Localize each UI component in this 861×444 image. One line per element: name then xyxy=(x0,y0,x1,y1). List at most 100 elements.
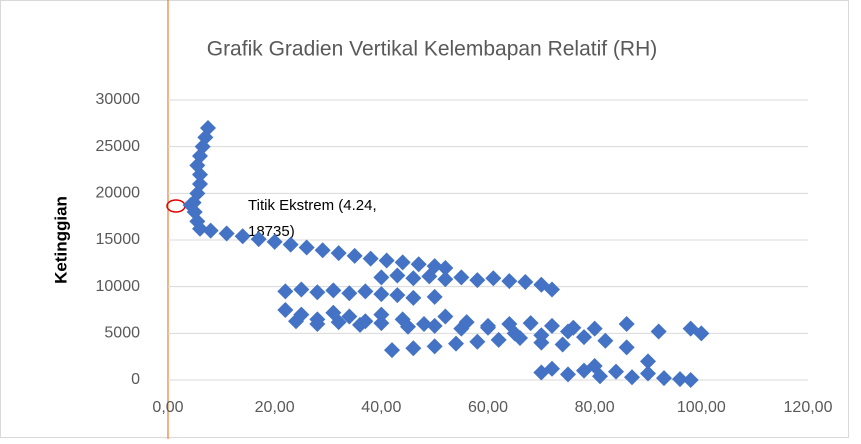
point xyxy=(373,315,390,332)
point xyxy=(624,369,640,386)
y-tick-label: 0 xyxy=(131,371,140,388)
point xyxy=(373,269,390,286)
point xyxy=(640,353,656,370)
point xyxy=(501,273,518,290)
y-tick-label: 5000 xyxy=(104,325,140,342)
point xyxy=(618,316,635,332)
point xyxy=(469,272,486,289)
chart-title: Grafik Gradien Vertikal Kelembapan Relat… xyxy=(207,38,658,61)
point xyxy=(544,281,560,298)
point xyxy=(405,340,422,357)
point xyxy=(192,166,208,183)
point xyxy=(693,325,710,342)
point xyxy=(266,233,283,250)
point xyxy=(410,256,427,273)
y-axis-label: Ketinggian xyxy=(51,196,70,284)
point xyxy=(218,225,235,242)
point xyxy=(560,366,576,383)
point xyxy=(314,242,331,259)
point xyxy=(250,231,267,248)
point xyxy=(309,316,326,332)
point xyxy=(618,339,635,356)
point xyxy=(490,331,507,348)
point xyxy=(448,335,464,352)
y-tick-label: 25000 xyxy=(96,138,141,155)
point xyxy=(437,271,454,288)
chart-border xyxy=(0,0,849,438)
point xyxy=(357,283,374,300)
point xyxy=(453,269,470,286)
point xyxy=(544,317,560,334)
point xyxy=(453,320,470,337)
point xyxy=(426,288,443,305)
point xyxy=(586,358,603,374)
point xyxy=(202,222,219,239)
point xyxy=(426,338,443,355)
point xyxy=(656,370,672,387)
point xyxy=(650,323,667,340)
point xyxy=(437,260,454,276)
point xyxy=(426,317,443,334)
point xyxy=(378,252,395,269)
point xyxy=(373,306,390,323)
point xyxy=(544,360,560,377)
point xyxy=(352,316,368,333)
point xyxy=(330,245,347,262)
point xyxy=(405,270,422,287)
point xyxy=(522,315,539,332)
point xyxy=(421,268,438,285)
point xyxy=(682,372,699,388)
point xyxy=(234,228,251,245)
point xyxy=(576,329,592,346)
point xyxy=(480,319,496,336)
x-tick-label: 20,00 xyxy=(255,399,295,416)
point xyxy=(394,254,411,271)
point xyxy=(373,286,390,303)
x-tick-label: 100,00 xyxy=(677,399,726,416)
point xyxy=(341,285,358,302)
point xyxy=(362,250,379,267)
x-tick-label: 80,00 xyxy=(575,399,615,416)
point xyxy=(672,371,688,388)
point xyxy=(277,283,294,300)
x-tick-label: 0,00 xyxy=(152,399,183,416)
point xyxy=(608,363,624,380)
point xyxy=(469,333,486,350)
point xyxy=(485,270,502,287)
point xyxy=(325,282,342,299)
point xyxy=(282,236,299,253)
point xyxy=(288,313,304,330)
point xyxy=(298,239,315,256)
point xyxy=(405,289,422,306)
y-tick-label: 15000 xyxy=(96,231,141,248)
x-tick-label: 40,00 xyxy=(361,399,401,416)
point xyxy=(400,318,416,335)
point xyxy=(512,330,528,346)
point xyxy=(389,267,406,284)
y-tick-label: 20000 xyxy=(96,185,141,202)
point xyxy=(293,281,310,298)
point xyxy=(330,314,347,331)
point xyxy=(277,302,294,318)
point xyxy=(341,308,358,325)
point xyxy=(560,323,576,340)
point xyxy=(554,336,571,353)
point xyxy=(416,316,432,332)
point xyxy=(309,284,326,301)
point xyxy=(517,274,534,290)
point xyxy=(640,365,656,382)
point xyxy=(437,308,454,325)
point xyxy=(586,320,603,337)
point xyxy=(533,334,550,351)
point xyxy=(384,342,400,359)
annotation: Titik Ekstrem (4.24, xyxy=(248,197,377,214)
y-tick-label: 30000 xyxy=(96,91,141,108)
point xyxy=(192,220,208,237)
point xyxy=(346,247,363,264)
x-tick-label: 120,00 xyxy=(784,399,833,416)
point xyxy=(597,332,614,349)
y-tick-label: 10000 xyxy=(96,278,141,295)
point xyxy=(389,287,406,304)
x-tick-label: 60,00 xyxy=(468,399,508,416)
